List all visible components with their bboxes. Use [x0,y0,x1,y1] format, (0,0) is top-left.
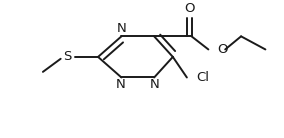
Text: N: N [116,78,125,91]
Text: O: O [184,2,195,15]
Text: Cl: Cl [196,71,209,84]
Text: N: N [149,78,159,91]
Text: N: N [116,22,126,35]
Text: O: O [217,43,227,56]
Text: S: S [63,50,71,63]
